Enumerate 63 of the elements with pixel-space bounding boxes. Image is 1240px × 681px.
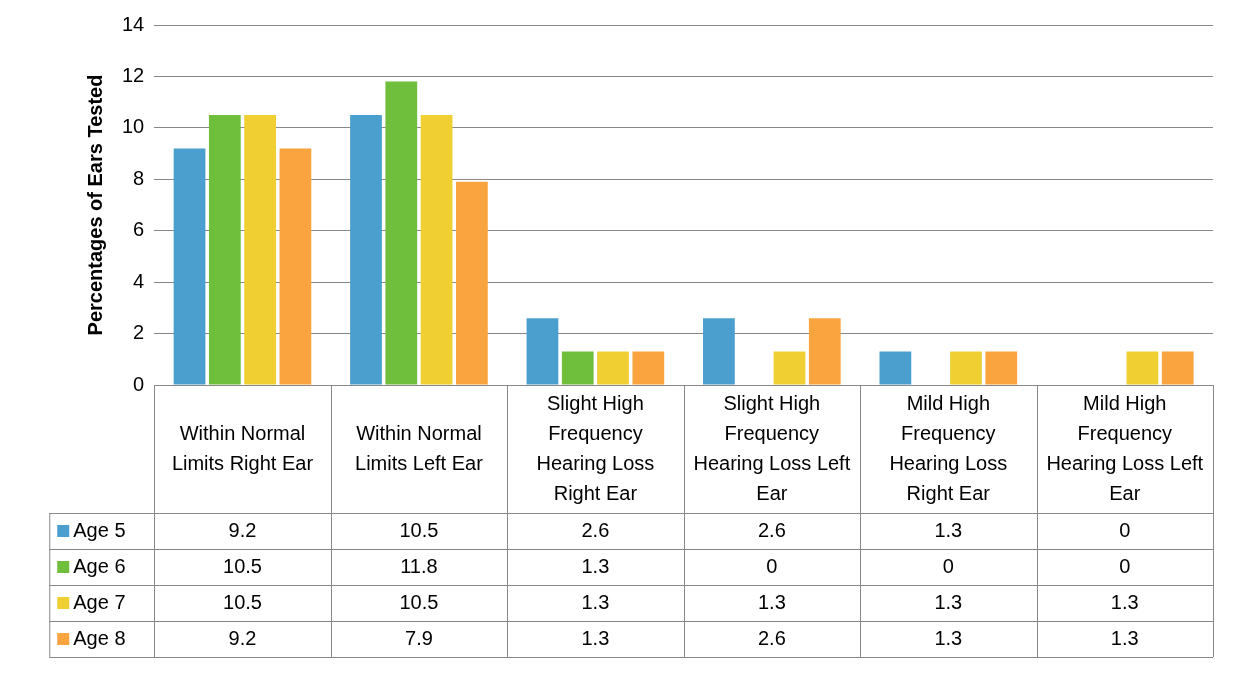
data-label: 10.5 xyxy=(223,554,262,577)
y-tick-label: 14 xyxy=(122,12,145,35)
data-label: 1.3 xyxy=(934,590,963,613)
bar xyxy=(173,148,206,385)
data-label: 0 xyxy=(1119,554,1131,577)
bar xyxy=(455,181,488,385)
data-label: 2.6 xyxy=(757,518,786,541)
y-tick-label: 6 xyxy=(133,218,145,241)
data-label: 1.3 xyxy=(581,554,610,577)
x-tick-label: Within Normal Limits Left Ear xyxy=(355,421,484,474)
data-label: 10.5 xyxy=(223,590,262,613)
data-label: 10.5 xyxy=(399,518,439,541)
bar xyxy=(1161,351,1194,385)
data-label: 1.3 xyxy=(581,590,610,613)
bar xyxy=(1126,351,1159,385)
y-tick-label: 10 xyxy=(122,115,145,138)
data-label: 1.3 xyxy=(757,590,786,613)
data-label: 11.8 xyxy=(400,554,438,577)
bar xyxy=(420,115,453,385)
legend-label: Age 7 xyxy=(73,590,126,613)
bar xyxy=(561,351,594,385)
y-tick-label: 2 xyxy=(133,321,145,344)
bar xyxy=(773,351,806,385)
data-label: 1.3 xyxy=(1110,626,1139,649)
data-label: 0 xyxy=(766,554,778,577)
x-tick-label: Slight High Frequency Hearing Loss Right Ear xyxy=(536,391,655,504)
y-tick-label: 4 xyxy=(133,269,145,292)
bar xyxy=(350,115,382,385)
y-tick-label: 12 xyxy=(122,63,145,86)
bar xyxy=(808,318,841,385)
bar xyxy=(879,351,912,385)
x-tick-label: Slight High Frequency Hearing Loss Left Ear xyxy=(693,391,851,504)
data-label: 9.2 xyxy=(228,518,257,541)
bar xyxy=(385,81,418,385)
y-tick-label: 8 xyxy=(133,166,145,189)
data-label: 0 xyxy=(1119,518,1131,541)
data-label: 9.2 xyxy=(228,626,257,649)
data-label: 2.6 xyxy=(757,626,786,649)
y-axis-title: Percentages of Ears Tested xyxy=(83,74,106,336)
bar xyxy=(244,115,276,385)
bar xyxy=(597,351,629,385)
data-label: 1.3 xyxy=(934,626,963,649)
x-tick-label: Within Normal Limits Right Ear xyxy=(171,421,314,474)
data-label: 1.3 xyxy=(934,518,963,541)
data-label: 2.6 xyxy=(581,518,610,541)
y-tick-label: 0 xyxy=(133,372,145,395)
data-label: 10.5 xyxy=(399,590,439,613)
data-label: 0 xyxy=(942,554,954,577)
data-label: 7.9 xyxy=(405,626,433,649)
legend-label: Age 8 xyxy=(73,626,126,649)
bar xyxy=(208,115,241,385)
legend-label: Age 6 xyxy=(73,554,126,577)
bar xyxy=(950,351,982,385)
bar xyxy=(632,351,665,385)
bar xyxy=(526,318,559,385)
data-label: 1.3 xyxy=(1110,590,1139,613)
bar xyxy=(703,318,735,385)
bar xyxy=(279,148,312,385)
bar xyxy=(985,351,1018,385)
legend-label: Age 5 xyxy=(73,518,126,541)
x-tick-label: Mild High Frequency Hearing Loss Left Ear xyxy=(1046,391,1204,504)
data-label: 1.3 xyxy=(581,626,610,649)
x-tick-label: Mild High Frequency Hearing Loss Right Ear xyxy=(889,391,1008,504)
